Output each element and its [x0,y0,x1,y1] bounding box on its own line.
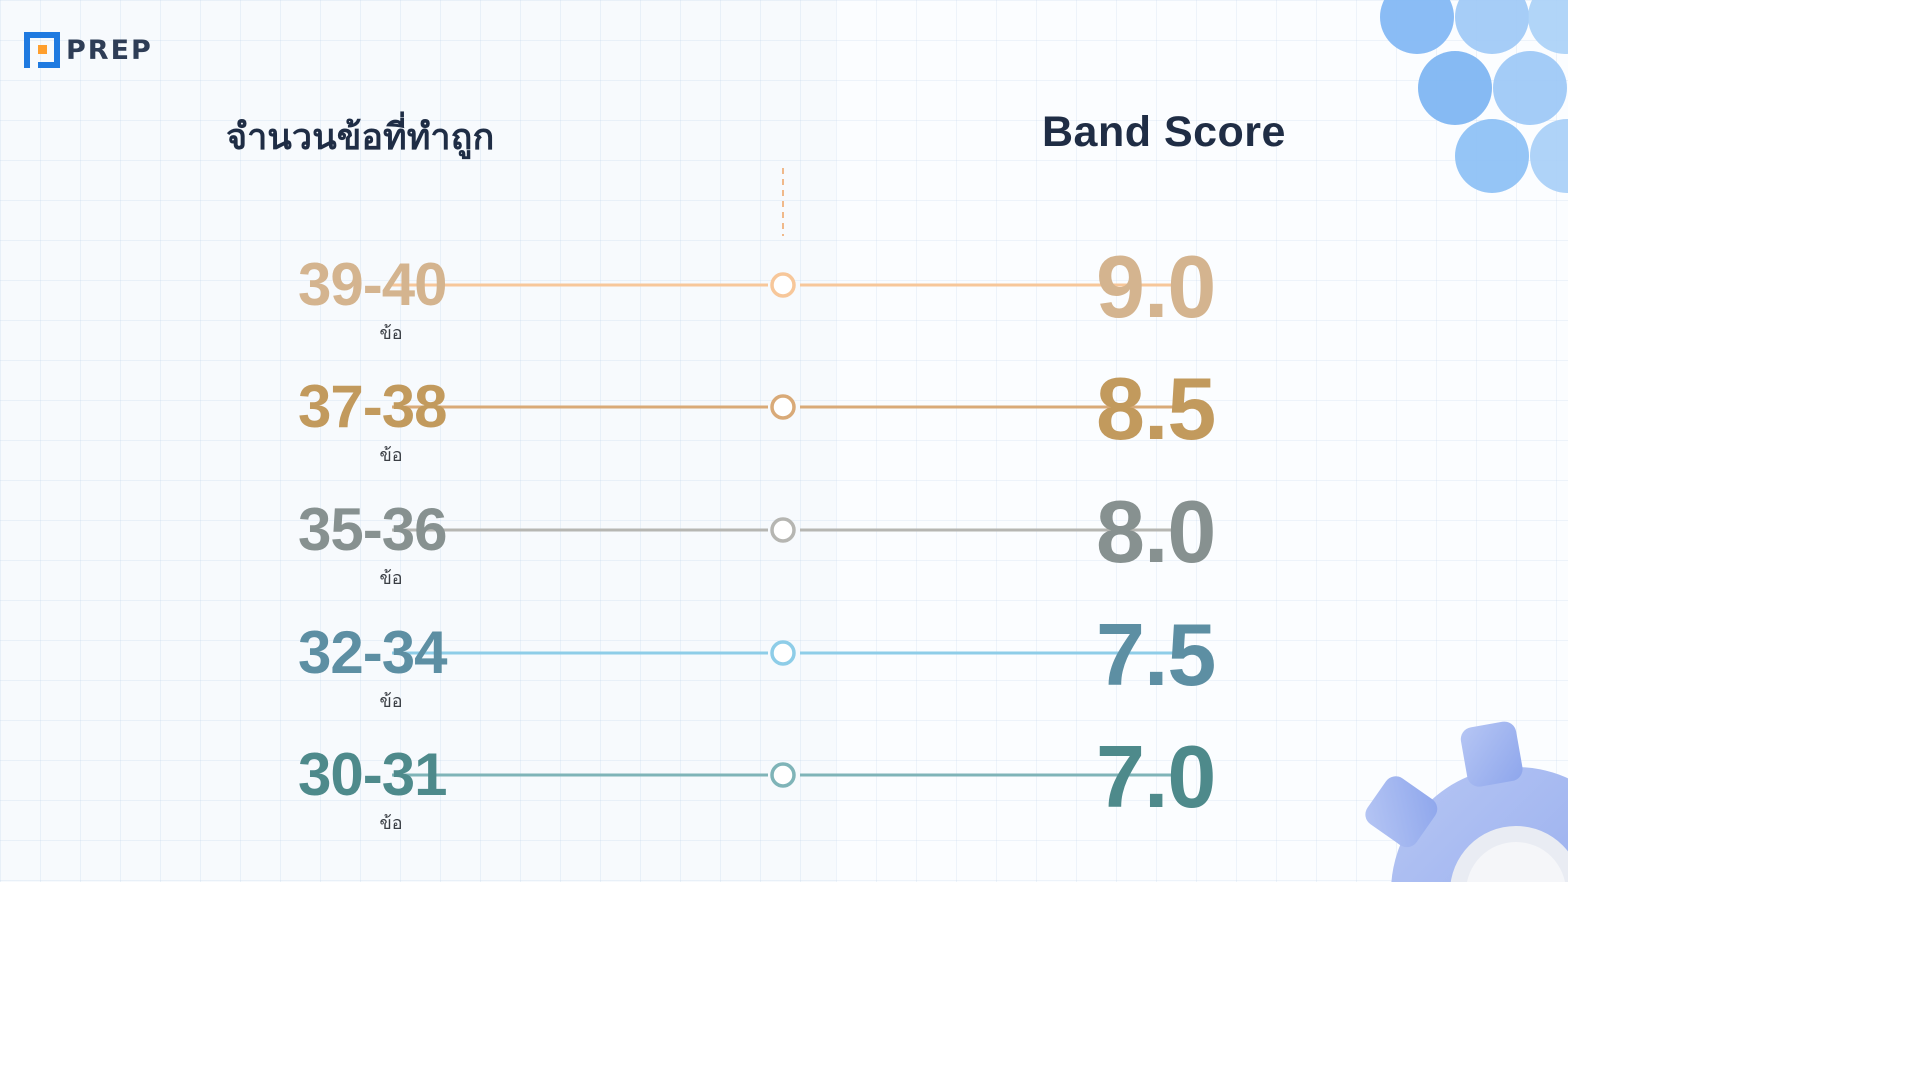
correct-range: 37-38 [298,373,447,440]
band-score-value: 8.0 [1096,482,1216,581]
band-score-value: 7.5 [1096,605,1216,704]
band-score-header: Band Score [1042,108,1286,156]
right-panel [836,0,1568,882]
correct-answers-header: จำนวนข้อที่ทำถูก [226,117,495,158]
band-score-value: 7.0 [1096,727,1216,826]
band-score-value: 8.5 [1096,359,1216,458]
unit-label: ข้อ [379,691,403,712]
timeline-node [770,272,796,298]
decorative-circles [1380,0,1568,193]
unit-label: ข้อ [379,813,403,834]
prep-logo: PREP [24,32,153,68]
timeline-node [770,762,796,788]
logo-text: PREP [66,34,153,66]
prep-logo-icon [24,32,60,68]
correct-range: 39-40 [298,251,447,318]
gear-icon [1365,721,1568,882]
score-timeline [392,168,1176,872]
correct-range: 35-36 [298,496,447,563]
correct-range: 30-31 [298,741,447,808]
unit-label: ข้อ [379,445,403,466]
timeline-node [770,640,796,666]
correct-range: 32-34 [298,619,447,686]
slide-canvas: PREP จำนวนข้อที่ทำถูก Band Score [0,0,1568,882]
timeline-node [770,394,796,420]
band-score-value: 9.0 [1096,237,1216,336]
timeline-node [770,517,796,543]
unit-label: ข้อ [379,323,403,344]
unit-label: ข้อ [379,568,403,589]
